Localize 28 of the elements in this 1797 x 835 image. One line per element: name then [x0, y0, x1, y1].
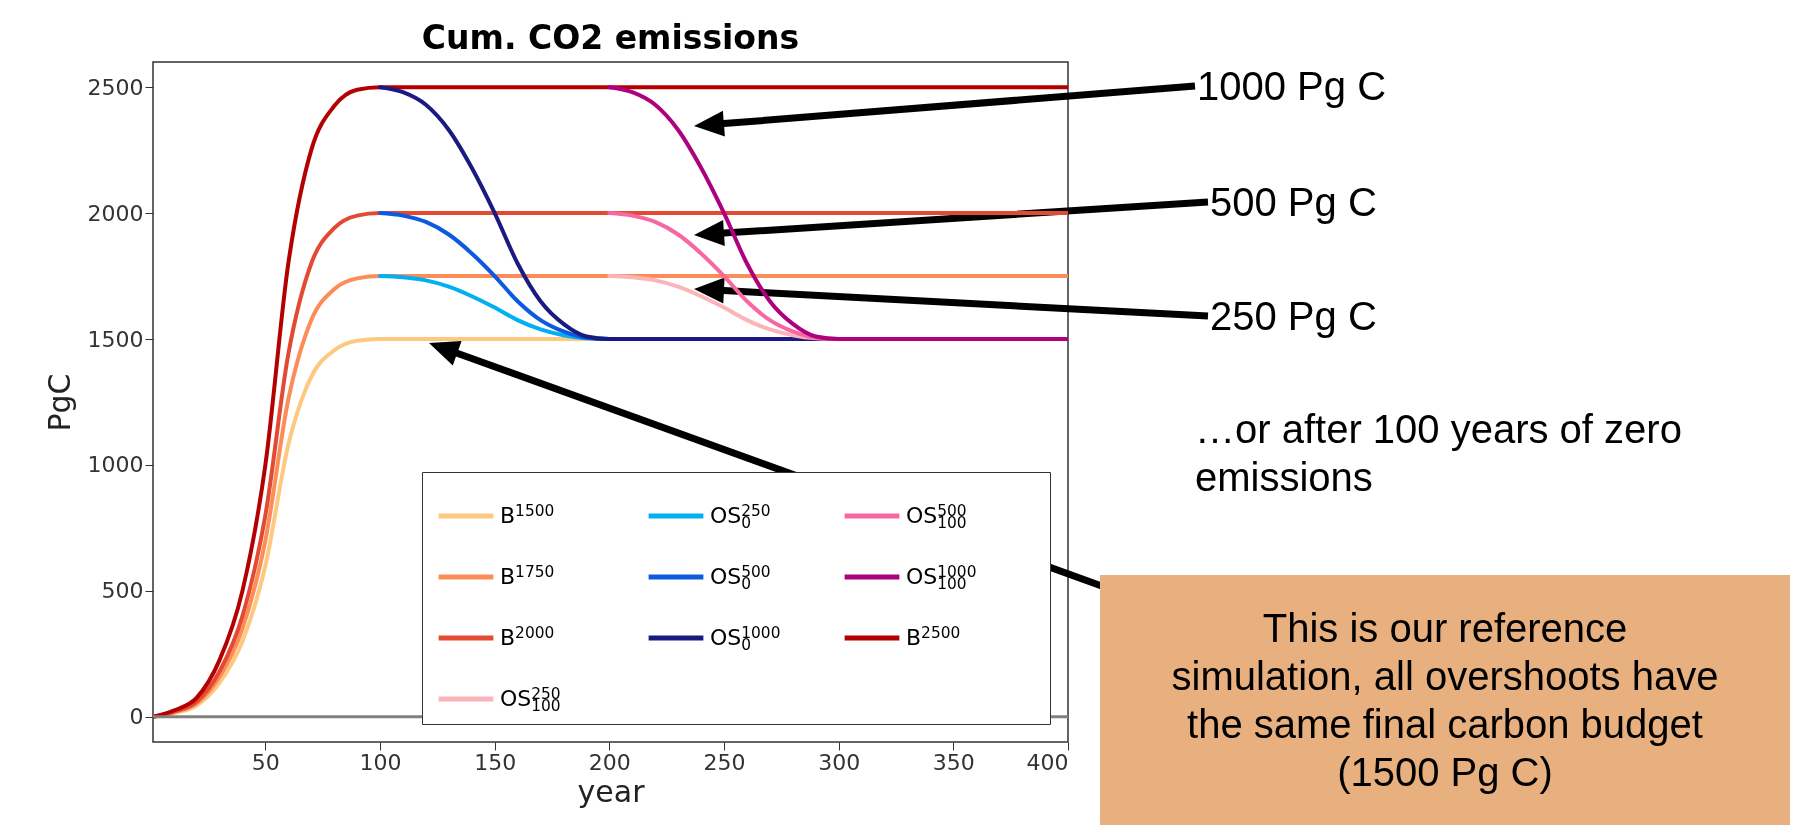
- text: 1000 Pg C: [1197, 64, 1387, 108]
- y-tick-label: 500: [101, 578, 144, 604]
- text: 500 Pg C: [1210, 180, 1377, 224]
- text: This is our reference simulation, all overshoots have the same final carbon budget (1500 Pg C): [1170, 605, 1720, 796]
- line-series: [607, 85, 1068, 342]
- x-tick-label: 300: [818, 749, 861, 775]
- y-axis-title: PgC: [41, 373, 77, 432]
- x-tick-label: 150: [474, 749, 517, 775]
- legend-label: B$^{2000}$: [500, 624, 555, 650]
- y-tick-label: 1000: [87, 452, 144, 478]
- x-axis-title: year: [577, 773, 646, 809]
- legend-label: B$^{1500}$: [500, 502, 555, 528]
- chart-title: Cum. CO2 emissions: [421, 18, 800, 57]
- x-tick-label: 50: [251, 749, 280, 775]
- x-tick-label: 100: [359, 749, 402, 775]
- y-tick-label: 2500: [87, 74, 144, 100]
- y-tick-label: 0: [129, 704, 144, 730]
- line-series: [153, 85, 1068, 719]
- legend-label: B$^{1750}$: [500, 563, 555, 589]
- y-tick-label: 1500: [87, 326, 144, 352]
- x-tick-label: 250: [703, 749, 746, 775]
- x-tick-label: 400: [1026, 749, 1069, 775]
- y-tick-label: 2000: [87, 200, 144, 226]
- text: 250 Pg C: [1210, 294, 1377, 338]
- x-tick-label: 200: [588, 749, 631, 775]
- x-tick-label: 350: [932, 749, 975, 775]
- legend-label: B$^{2500}$: [906, 624, 961, 650]
- text: …or after 100 years of zero emissions: [1195, 407, 1682, 499]
